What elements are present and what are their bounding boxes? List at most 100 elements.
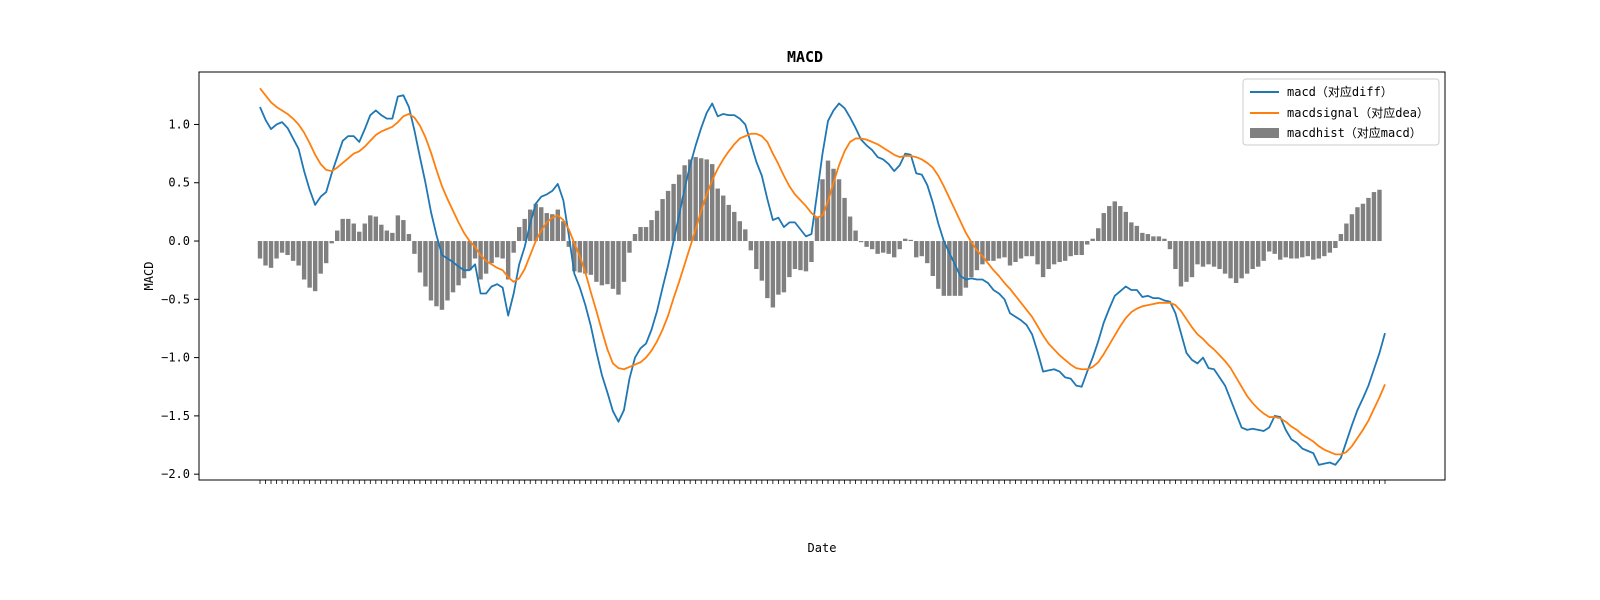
histogram-bar: [423, 241, 428, 287]
histogram-bar: [1129, 222, 1134, 242]
histogram-bar: [1156, 236, 1162, 242]
histogram-bar: [737, 221, 742, 242]
histogram-bar: [1118, 206, 1123, 242]
x-axis-ticks: [259, 480, 1386, 484]
histogram-bar: [373, 216, 379, 242]
histogram-bar: [847, 216, 853, 242]
histogram-bar: [412, 241, 417, 254]
histogram-bar: [599, 241, 605, 286]
histogram-bar: [539, 207, 544, 242]
legend-label-macdsignal: macdsignal（对应dea）: [1287, 105, 1429, 120]
histogram-bar: [654, 210, 660, 242]
histogram-bar: [301, 241, 307, 280]
histogram-bar: [555, 209, 560, 242]
histogram-bar: [594, 241, 599, 282]
histogram-bar: [710, 164, 715, 242]
legend-label-macdhist: macdhist（对应macd）: [1287, 125, 1422, 140]
histogram-bar: [1371, 192, 1377, 242]
histogram-bar: [478, 241, 483, 280]
histogram-bar: [1360, 203, 1366, 242]
histogram-bar: [1007, 241, 1013, 266]
histogram-bar: [1206, 241, 1211, 265]
histogram-bar: [1289, 241, 1294, 259]
histogram-bar: [274, 241, 279, 259]
histogram-bar: [1200, 241, 1206, 267]
histogram-bar: [1338, 234, 1344, 242]
y-tick-label: 0.5: [168, 176, 190, 190]
histogram-bar: [616, 241, 621, 295]
histogram-bar: [467, 241, 472, 271]
histogram-bar: [787, 241, 792, 278]
histogram-bar: [550, 214, 555, 242]
histogram-bar: [329, 241, 334, 244]
histogram-bar: [1178, 241, 1184, 287]
histogram-bar: [682, 165, 687, 242]
histogram-bar: [511, 241, 516, 253]
histogram-bar: [726, 204, 731, 242]
legend-label-macd: macd（对应diff）: [1287, 84, 1393, 99]
histogram-bar: [1333, 241, 1338, 249]
histogram-bar: [732, 211, 737, 242]
histogram-bar: [456, 241, 461, 286]
histogram-bar: [908, 239, 913, 242]
histogram-bar: [1239, 241, 1244, 279]
histogram-bar: [1013, 241, 1018, 263]
histogram-bar: [980, 241, 985, 265]
histogram-bar: [770, 241, 776, 308]
chart-title: MACD: [787, 48, 823, 66]
histogram-bar: [676, 174, 682, 242]
plot-frame: [198, 71, 1446, 481]
histogram-bar: [323, 241, 329, 264]
series-lines: [259, 87, 1386, 466]
histogram-bar: [588, 241, 594, 275]
histogram-bar: [748, 241, 754, 251]
histogram-bar: [434, 241, 439, 307]
histogram-bar: [1029, 241, 1035, 257]
histogram-bar: [362, 223, 367, 242]
histogram-bar: [268, 241, 274, 268]
histogram-bar: [1140, 232, 1145, 242]
histogram-bar: [1377, 189, 1382, 242]
histogram-bar: [919, 241, 924, 257]
histogram-bar: [671, 183, 676, 242]
histogram-bar: [1085, 241, 1090, 245]
histogram-bar: [335, 230, 340, 242]
histogram-bar: [533, 203, 538, 242]
histogram-bar: [947, 241, 952, 296]
histogram-bar: [1096, 228, 1101, 242]
macd-line: [259, 94, 1386, 466]
histogram-bar: [704, 159, 709, 242]
histogram-bar: [985, 241, 991, 261]
histogram-bar: [759, 241, 765, 281]
histogram-bar: [1046, 241, 1051, 270]
histogram-bar: [1101, 213, 1106, 242]
histogram-bar: [781, 241, 787, 293]
histogram-bar: [1068, 241, 1073, 257]
histogram-bar: [1305, 241, 1310, 257]
histogram-bar: [489, 241, 494, 264]
histogram-bar: [1073, 241, 1079, 256]
histogram-bar: [809, 241, 814, 263]
histogram-bar: [715, 188, 720, 242]
histogram-bar: [1233, 241, 1239, 283]
histogram-bar: [1355, 207, 1360, 242]
histogram-bar: [1316, 241, 1322, 259]
histogram-bar: [836, 179, 842, 242]
histogram-bar: [754, 241, 759, 270]
histogram-bar: [798, 241, 803, 271]
histogram-bar: [379, 224, 384, 242]
histogram-bars: [257, 157, 1382, 310]
histogram-bar: [627, 241, 632, 253]
histogram-bar: [792, 241, 798, 270]
histogram-bar: [318, 241, 323, 274]
histogram-bar: [368, 215, 373, 242]
histogram-bar: [583, 241, 588, 274]
histogram-bar: [1217, 241, 1222, 270]
histogram-bar: [886, 241, 891, 254]
legend-swatch-macdhist: [1250, 128, 1279, 138]
histogram-bar: [1300, 241, 1305, 258]
histogram-bar: [522, 218, 527, 242]
histogram-bar: [963, 241, 969, 288]
histogram-bar: [1195, 241, 1200, 265]
histogram-bar: [390, 232, 395, 242]
